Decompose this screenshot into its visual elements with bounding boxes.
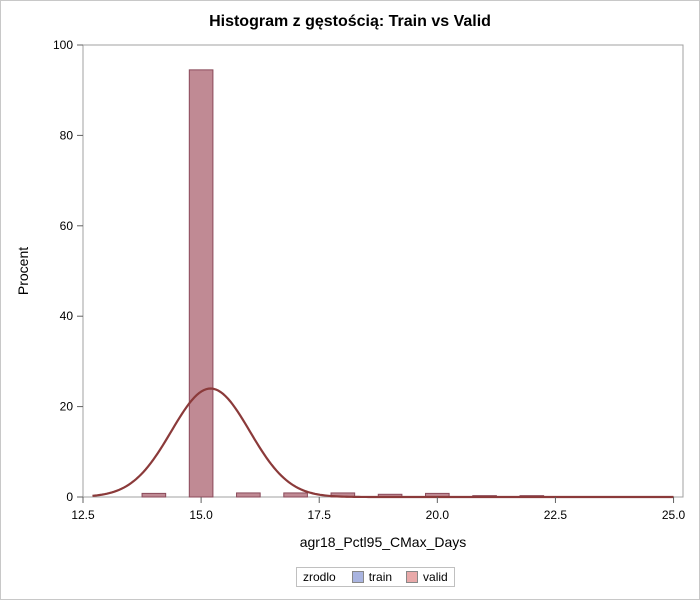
y-tick-label: 0 xyxy=(66,490,73,504)
legend-item-valid: valid xyxy=(406,570,448,584)
y-tick-label: 20 xyxy=(60,400,74,414)
chart-title: Histogram z gęstością: Train vs Valid xyxy=(209,13,491,30)
y-axis-label: Procent xyxy=(15,246,31,296)
y-tick-label: 80 xyxy=(60,128,74,142)
legend-item-train: train xyxy=(351,570,393,584)
legend-label-valid: valid xyxy=(423,570,448,584)
y-tick-label: 60 xyxy=(60,219,74,233)
y-tick-label: 100 xyxy=(53,38,73,52)
histogram-bar xyxy=(283,492,308,498)
y-tick-label: 40 xyxy=(60,309,74,323)
histogram-bar xyxy=(141,492,167,498)
legend: zrodlo train valid xyxy=(296,567,455,587)
x-tick-label: 17.5 xyxy=(308,508,332,522)
x-tick-label: 22.5 xyxy=(544,508,568,522)
density-curve xyxy=(92,387,674,499)
x-tick-label: 25.0 xyxy=(662,508,686,522)
legend-title: zrodlo xyxy=(303,570,336,584)
histogram-bar xyxy=(188,69,214,498)
x-tick-label: 15.0 xyxy=(189,508,213,522)
x-axis-label: agr18_Pctl95_CMax_Days xyxy=(299,534,467,550)
legend-swatch-valid xyxy=(406,571,419,583)
x-tick-label: 12.5 xyxy=(71,508,95,522)
x-tick-label: 20.0 xyxy=(426,508,450,522)
legend-label-train: train xyxy=(368,570,393,584)
histogram-bar xyxy=(236,492,261,498)
legend-swatch-train xyxy=(351,571,364,583)
